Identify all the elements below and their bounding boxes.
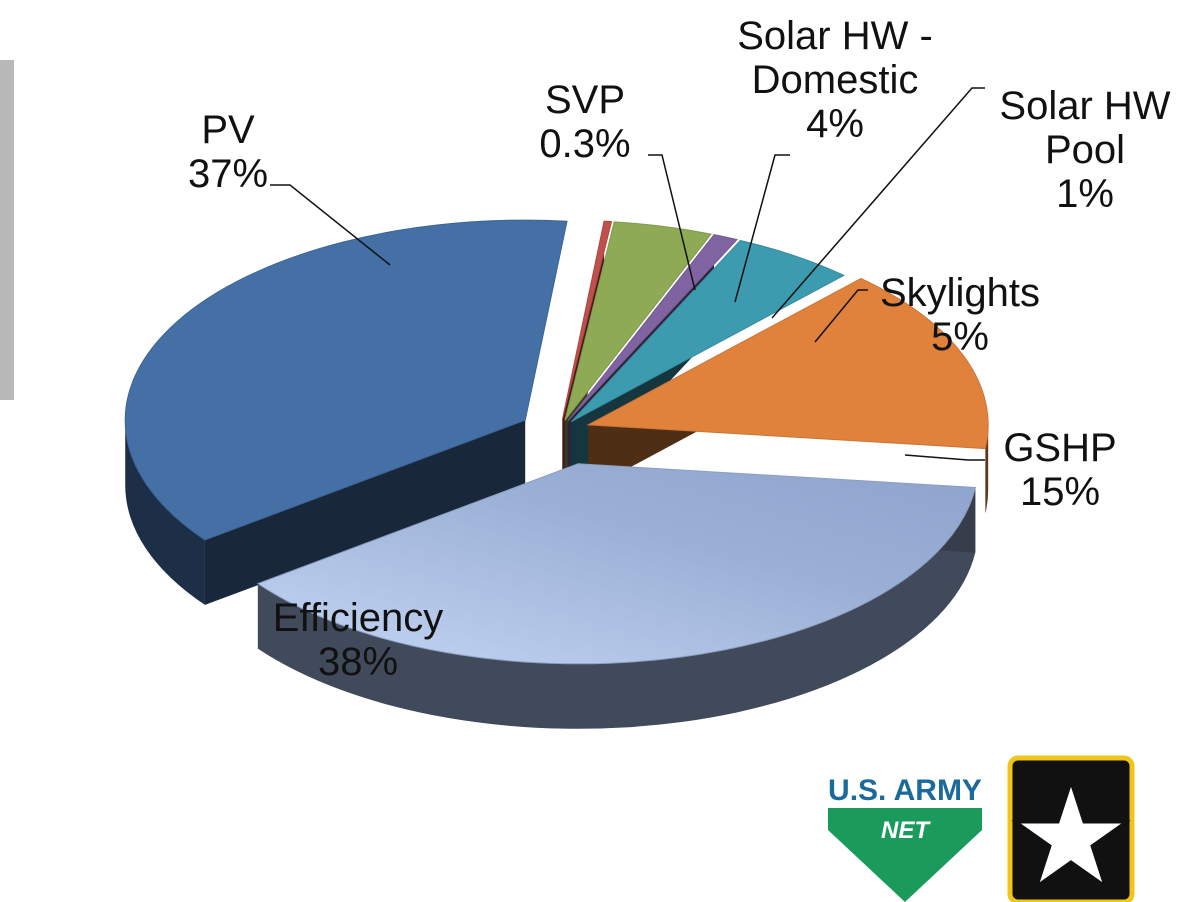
category-label: Efficiency bbox=[272, 596, 444, 640]
slice-tops bbox=[124, 219, 989, 665]
slice-label: Solar HW Pool 1% bbox=[985, 84, 1185, 216]
pie-slice bbox=[564, 221, 712, 421]
category-label: Solar HW Pool bbox=[999, 84, 1171, 172]
logo-net-zero: U.S. ARMY NET bbox=[828, 770, 982, 902]
category-label: Skylights bbox=[879, 271, 1041, 315]
leader-line bbox=[734, 154, 790, 303]
logo-army-star bbox=[1007, 755, 1135, 902]
logo-text: U.S. ARMY bbox=[828, 774, 982, 807]
logo-star bbox=[1011, 777, 1131, 890]
value-label: 15% bbox=[1019, 470, 1101, 514]
slice-side bbox=[125, 420, 205, 605]
pie-slice bbox=[561, 220, 613, 421]
value-label: 1% bbox=[1056, 172, 1114, 216]
slice-label: Efficiency 38% bbox=[228, 596, 488, 684]
value-label: 37% bbox=[187, 152, 269, 196]
value-label: 0.3% bbox=[539, 122, 631, 166]
leader-lines bbox=[270, 87, 985, 461]
pie-slice bbox=[586, 277, 989, 450]
slice-side bbox=[257, 487, 976, 729]
leader-line bbox=[904, 454, 985, 461]
value-label: 38% bbox=[317, 640, 399, 684]
pie-slice bbox=[570, 239, 845, 423]
pie-slice bbox=[124, 219, 568, 541]
category-label: GSHP bbox=[1003, 426, 1117, 470]
logo-band bbox=[828, 770, 982, 808]
category-label: PV bbox=[201, 108, 255, 152]
value-label: 5% bbox=[931, 315, 989, 359]
leader-line bbox=[270, 184, 391, 266]
leader-line bbox=[648, 154, 696, 291]
category-label: SVP bbox=[544, 78, 626, 122]
value-label: 4% bbox=[806, 102, 864, 146]
leader-line bbox=[814, 289, 868, 343]
side-bar bbox=[0, 60, 14, 400]
slice-label: Solar HW - Domestic 4% bbox=[715, 14, 955, 146]
logo-text: NET bbox=[881, 817, 931, 844]
leader-line bbox=[771, 87, 985, 319]
pie-slice bbox=[256, 463, 976, 665]
pie-slice bbox=[567, 234, 739, 422]
slice-label: SVP 0.3% bbox=[505, 78, 665, 166]
slice-wall bbox=[204, 420, 526, 605]
category-label: Solar HW - Domestic bbox=[737, 14, 933, 102]
slice-label: GSHP 15% bbox=[960, 426, 1160, 514]
slice-label: PV 37% bbox=[148, 108, 308, 196]
slice-label: Skylights 5% bbox=[850, 271, 1070, 359]
